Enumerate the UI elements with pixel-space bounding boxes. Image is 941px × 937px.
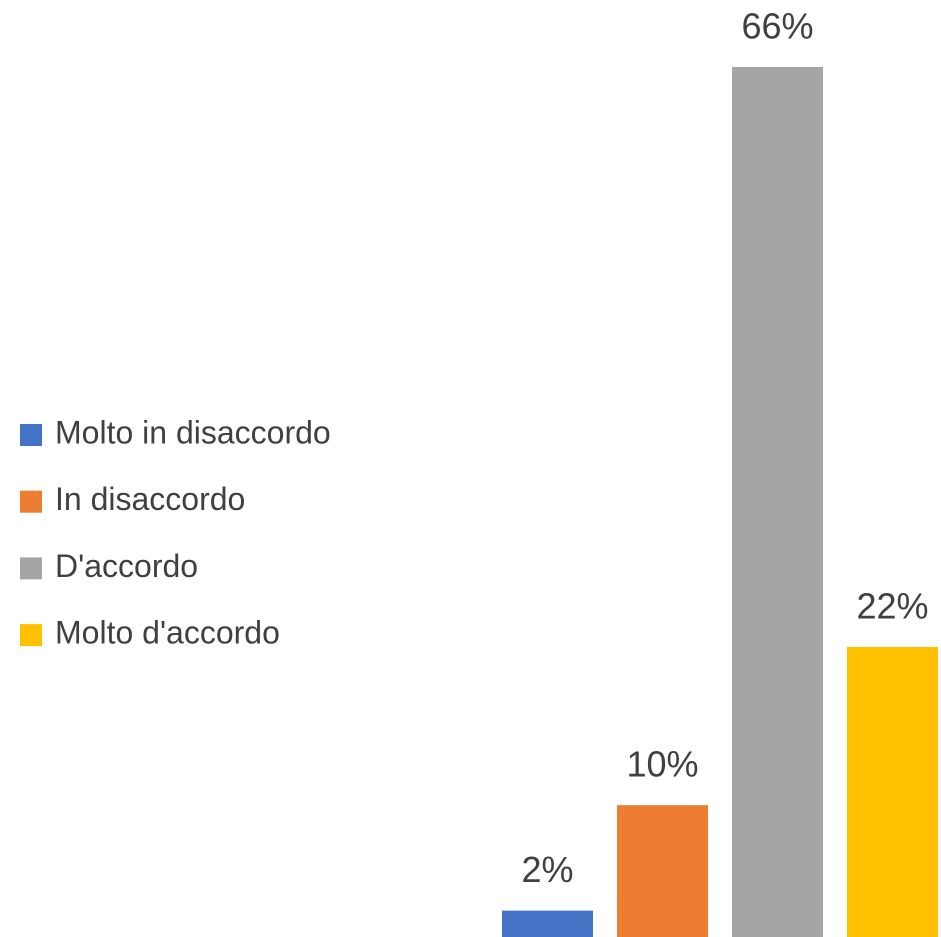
legend-label: D'accordo <box>55 548 198 584</box>
legend-swatch <box>20 424 42 446</box>
bar <box>502 910 593 937</box>
bar <box>847 647 938 937</box>
data-label: 66% <box>741 6 813 47</box>
data-label: 10% <box>626 744 698 785</box>
bar <box>732 67 823 937</box>
data-label: 22% <box>856 586 928 627</box>
legend-swatch <box>20 624 42 647</box>
bar <box>617 805 708 937</box>
legend-swatch <box>20 490 42 513</box>
legend-label: In disaccordo <box>55 481 245 517</box>
legend-label: Molto d'accordo <box>55 615 280 651</box>
legend-swatch <box>20 557 42 580</box>
legend-label: Molto in disaccordo <box>55 414 331 450</box>
data-label: 2% <box>521 849 573 890</box>
